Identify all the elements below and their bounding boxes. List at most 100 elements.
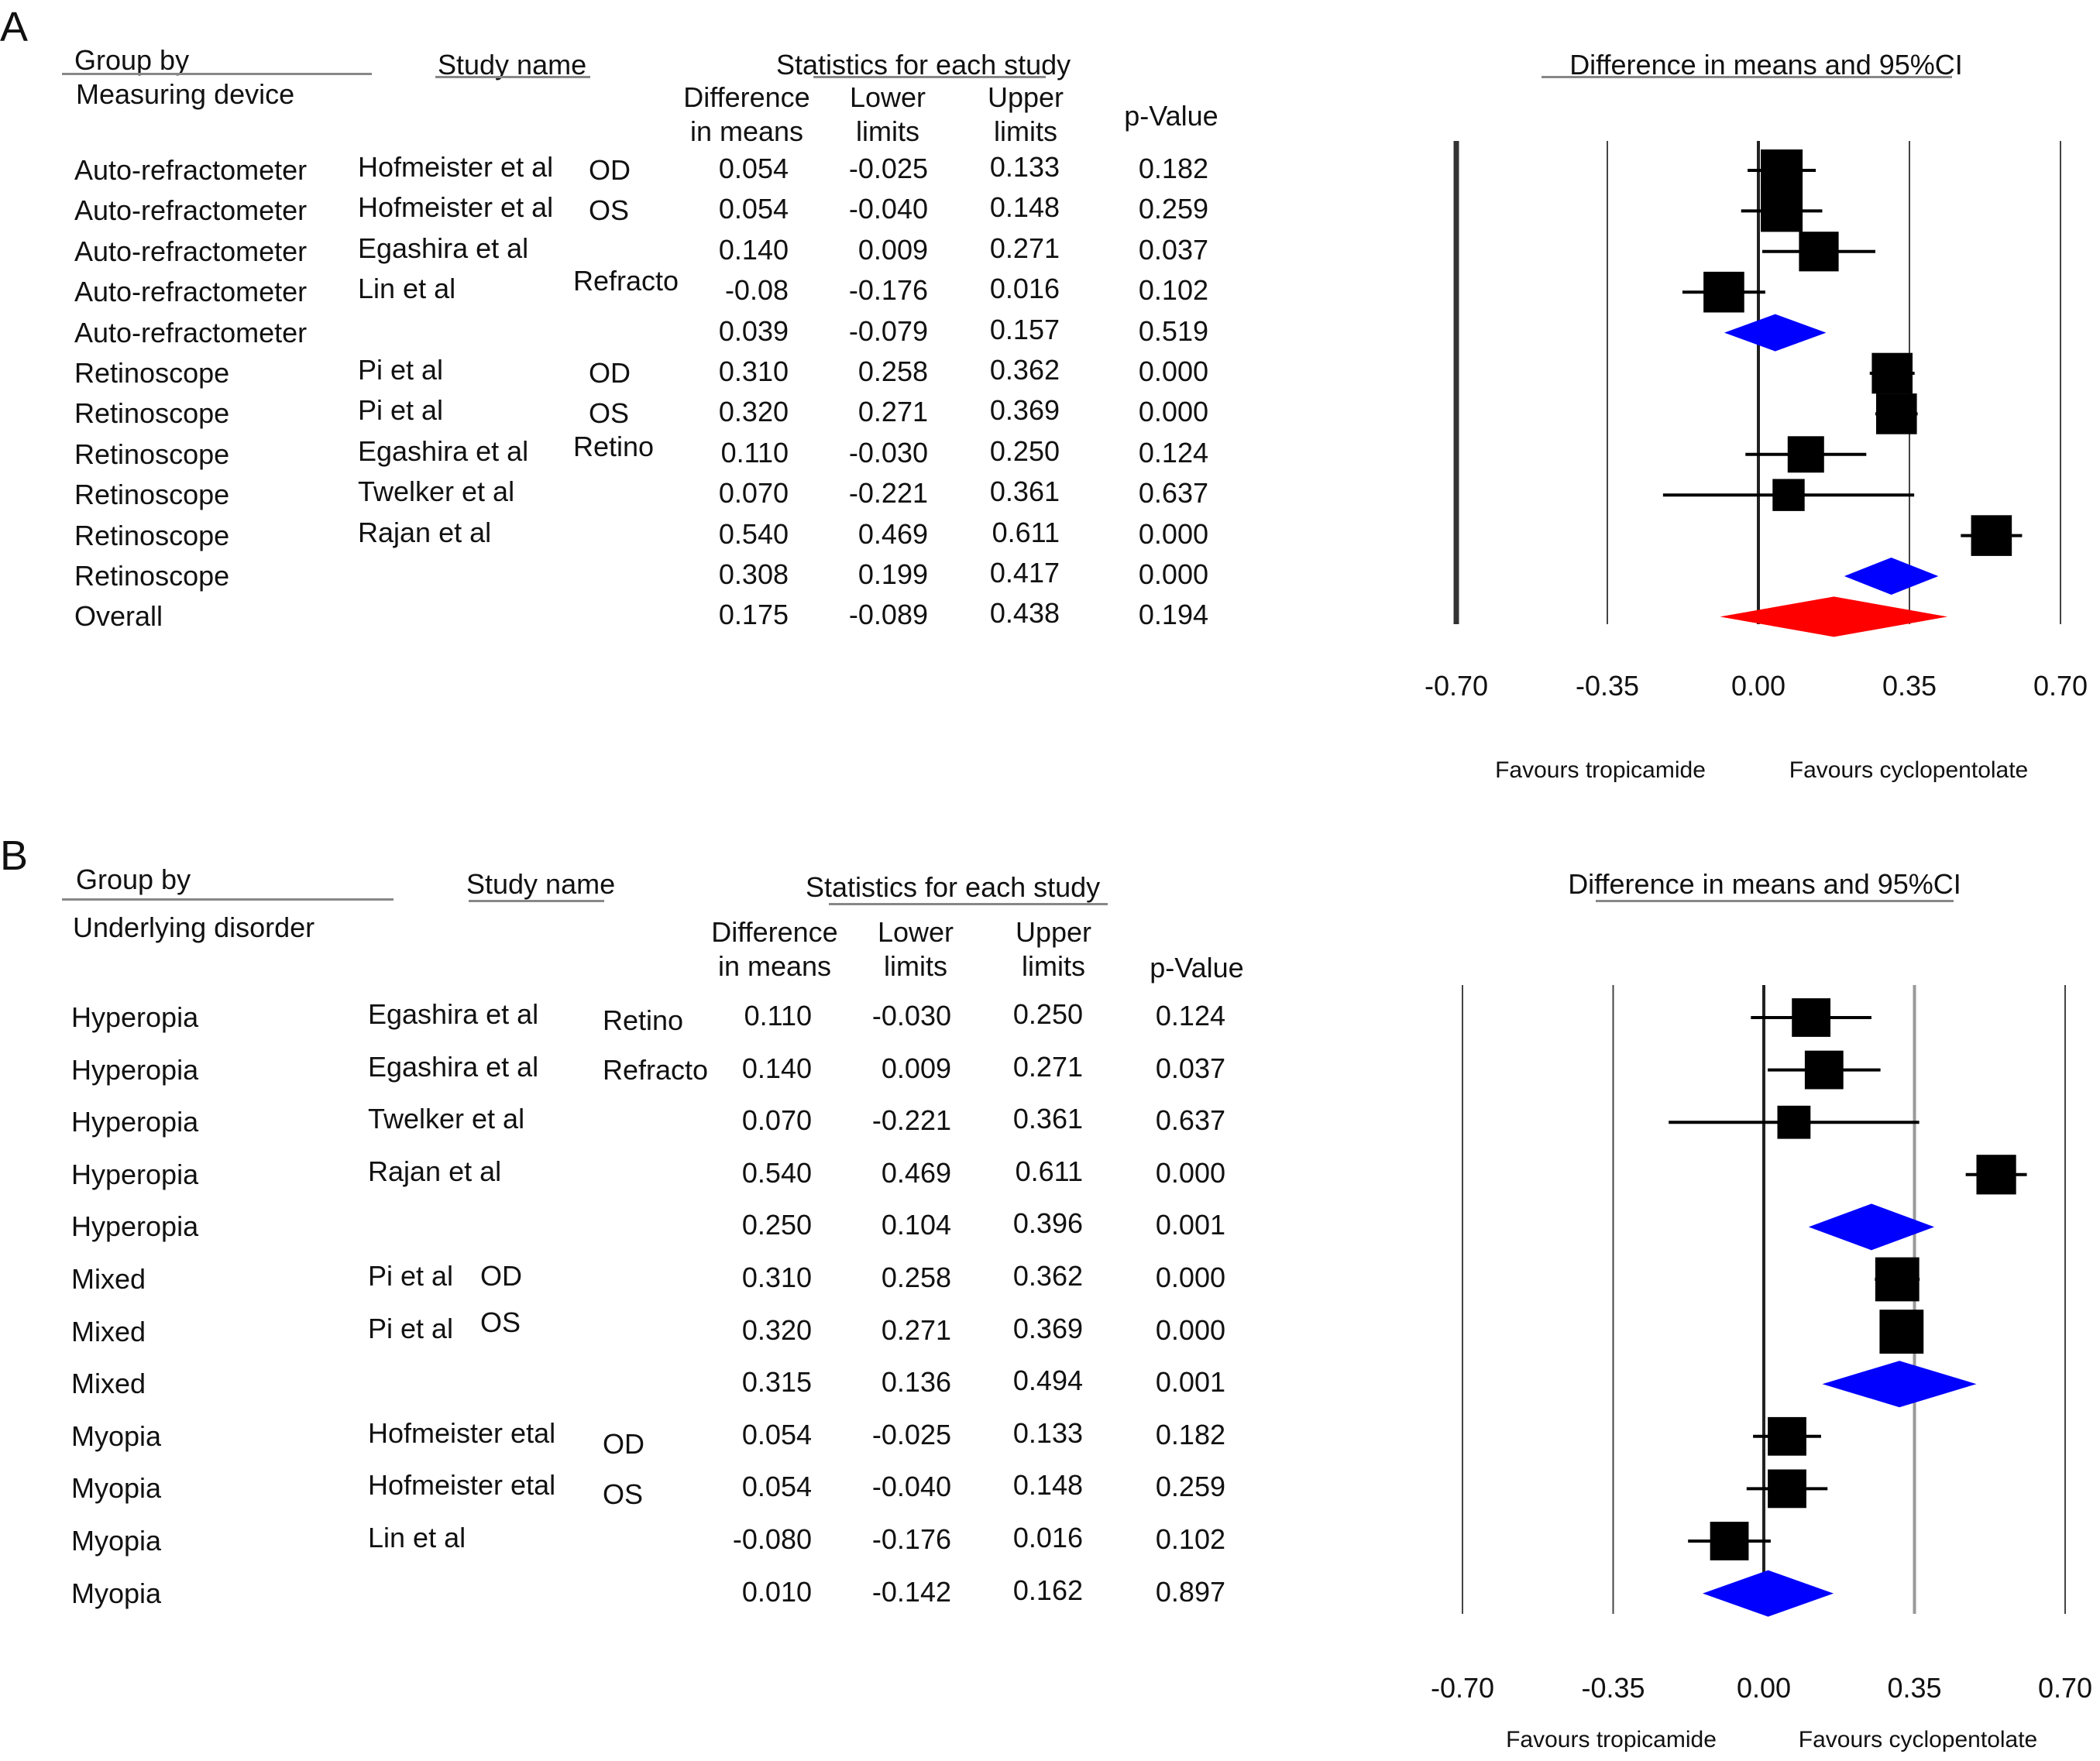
row-pvalue: 0.102 [1155, 1523, 1225, 1555]
statistics-underline [829, 903, 1108, 905]
row-diff: 0.010 [741, 1575, 812, 1608]
row-diff: 0.540 [718, 517, 789, 550]
tick-label: -0.70 [1425, 670, 1488, 702]
point-estimate [1777, 1105, 1811, 1139]
study-name-underline [435, 76, 590, 78]
panel-label: B [0, 832, 29, 879]
row-diff: 0.054 [741, 1418, 812, 1450]
row-group: Auto-refractometer [74, 194, 308, 227]
row-upper: 0.369 [1012, 1312, 1083, 1344]
point-estimate [1875, 393, 1917, 434]
row-upper: 0.611 [992, 516, 1060, 548]
row-group: Mixed [71, 1368, 146, 1400]
row-pvalue: 0.000 [1138, 396, 1208, 428]
row-study: Egashira et al [368, 998, 539, 1030]
point-estimate [1976, 1155, 2016, 1195]
row-group: Auto-refractometer [74, 316, 308, 348]
row-subgroup: OD [589, 154, 631, 186]
group-by-header: Group by [76, 863, 191, 895]
forest-plot: -0.70 -0.35 0.00 0.35 0.70 Favours tropicamid… [1431, 985, 2092, 1752]
favours-right-label: Favours cyclopentolate [1789, 757, 2029, 783]
statistics-header: Statistics for each study [806, 871, 1101, 903]
row-pvalue: 0.124 [1155, 1000, 1225, 1032]
study-name-header: Study name [438, 49, 587, 81]
point-estimate [1799, 232, 1839, 272]
row-lower: 0.271 [881, 1313, 951, 1346]
row-study: Pi et al [358, 354, 444, 386]
row-diff: 0.054 [718, 193, 789, 225]
tick-label: 0.00 [1731, 670, 1786, 702]
row-pvalue: 0.102 [1138, 274, 1208, 307]
plot-title-underline [1596, 900, 1954, 902]
point-estimate [1871, 352, 1913, 394]
row-upper: 0.369 [989, 394, 1060, 427]
row-group: Retinoscope [74, 479, 230, 511]
row-subgroup: OS [589, 397, 630, 430]
row-upper: 0.494 [1012, 1365, 1083, 1397]
row-upper: 0.016 [1012, 1522, 1083, 1553]
row-pvalue: 0.194 [1138, 599, 1208, 631]
study-name-header: Study name [466, 868, 616, 900]
row-subgroup: Retino [573, 430, 655, 462]
row-lower: -0.176 [871, 1523, 951, 1555]
row-diff: 0.310 [718, 355, 789, 387]
row-lower: -0.221 [871, 1104, 951, 1137]
row-pvalue: 0.897 [1155, 1575, 1225, 1608]
row-group: Retinoscope [74, 438, 230, 470]
row-lower: 0.104 [881, 1209, 951, 1241]
subgroup-diamond [1703, 1570, 1834, 1617]
row-upper: 0.162 [1012, 1574, 1083, 1606]
row-subgroup: OS [603, 1478, 644, 1511]
row-lower: 0.136 [881, 1366, 951, 1399]
tick-label: 0.70 [2038, 1672, 2092, 1704]
row-group: Retinoscope [74, 519, 230, 551]
row-study: Egashira et al [358, 434, 529, 467]
col-upper-header: Upper limits [987, 81, 1064, 147]
row-upper: 0.362 [989, 354, 1060, 386]
row-subgroup: OD [589, 357, 631, 389]
row-pvalue: 0.124 [1138, 436, 1208, 469]
row-upper: 0.271 [1012, 1050, 1083, 1083]
row-study: Hofmeister etal [368, 1469, 556, 1502]
row-diff: 0.140 [718, 233, 789, 266]
row-subgroup: Refracto [573, 264, 679, 297]
plot-title: Difference in means and 95%CI [1568, 868, 1961, 900]
row-pvalue: 0.000 [1155, 1262, 1225, 1293]
row-study: Rajan et al [358, 516, 492, 548]
row-group: Hyperopia [71, 1210, 199, 1243]
tick-label: 0.70 [2033, 670, 2088, 702]
statistics-underline [813, 76, 1046, 78]
statistics-header: Statistics for each study [776, 49, 1071, 81]
row-upper: 0.396 [1012, 1207, 1083, 1240]
row-group: Retinoscope [74, 357, 230, 389]
row-diff: 0.054 [718, 153, 789, 184]
forest-panel-b: B Group by Underlying disorder Study nam… [0, 821, 2100, 1761]
row-group: Myopia [71, 1472, 162, 1505]
row-pvalue: 0.182 [1138, 153, 1208, 184]
col-diff-header: Difference in means [711, 916, 838, 982]
row-pvalue: 0.000 [1138, 517, 1208, 550]
row-diff: 0.250 [741, 1209, 812, 1241]
row-diff: 0.070 [741, 1104, 812, 1137]
row-lower: -0.040 [871, 1471, 951, 1503]
row-lower: 0.009 [858, 233, 928, 266]
row-group: Myopia [71, 1525, 162, 1557]
row-study: Twelker et al [358, 475, 515, 508]
subgroup-diamond [1724, 314, 1827, 352]
row-lower: -0.025 [871, 1418, 951, 1450]
col-upper-header: Upper limits [1015, 916, 1092, 982]
tick-label: -0.35 [1576, 670, 1639, 702]
favours-right-label: Favours cyclopentolate [1799, 1727, 2038, 1752]
point-estimate [1761, 149, 1803, 191]
row-study: Rajan et al [368, 1155, 502, 1187]
row-study: Twelker et al [368, 1103, 525, 1135]
row-pvalue: 0.000 [1138, 355, 1208, 387]
row-study: Pi et al [358, 394, 444, 427]
row-upper: 0.016 [989, 273, 1060, 305]
row-lower: 0.469 [858, 517, 928, 550]
row-group: Hyperopia [71, 1001, 199, 1033]
row-study: Egashira et al [358, 232, 529, 264]
point-estimate [1710, 1522, 1749, 1560]
col-lower-header: Lower limits [849, 81, 926, 147]
row-group: Hyperopia [71, 1053, 199, 1086]
